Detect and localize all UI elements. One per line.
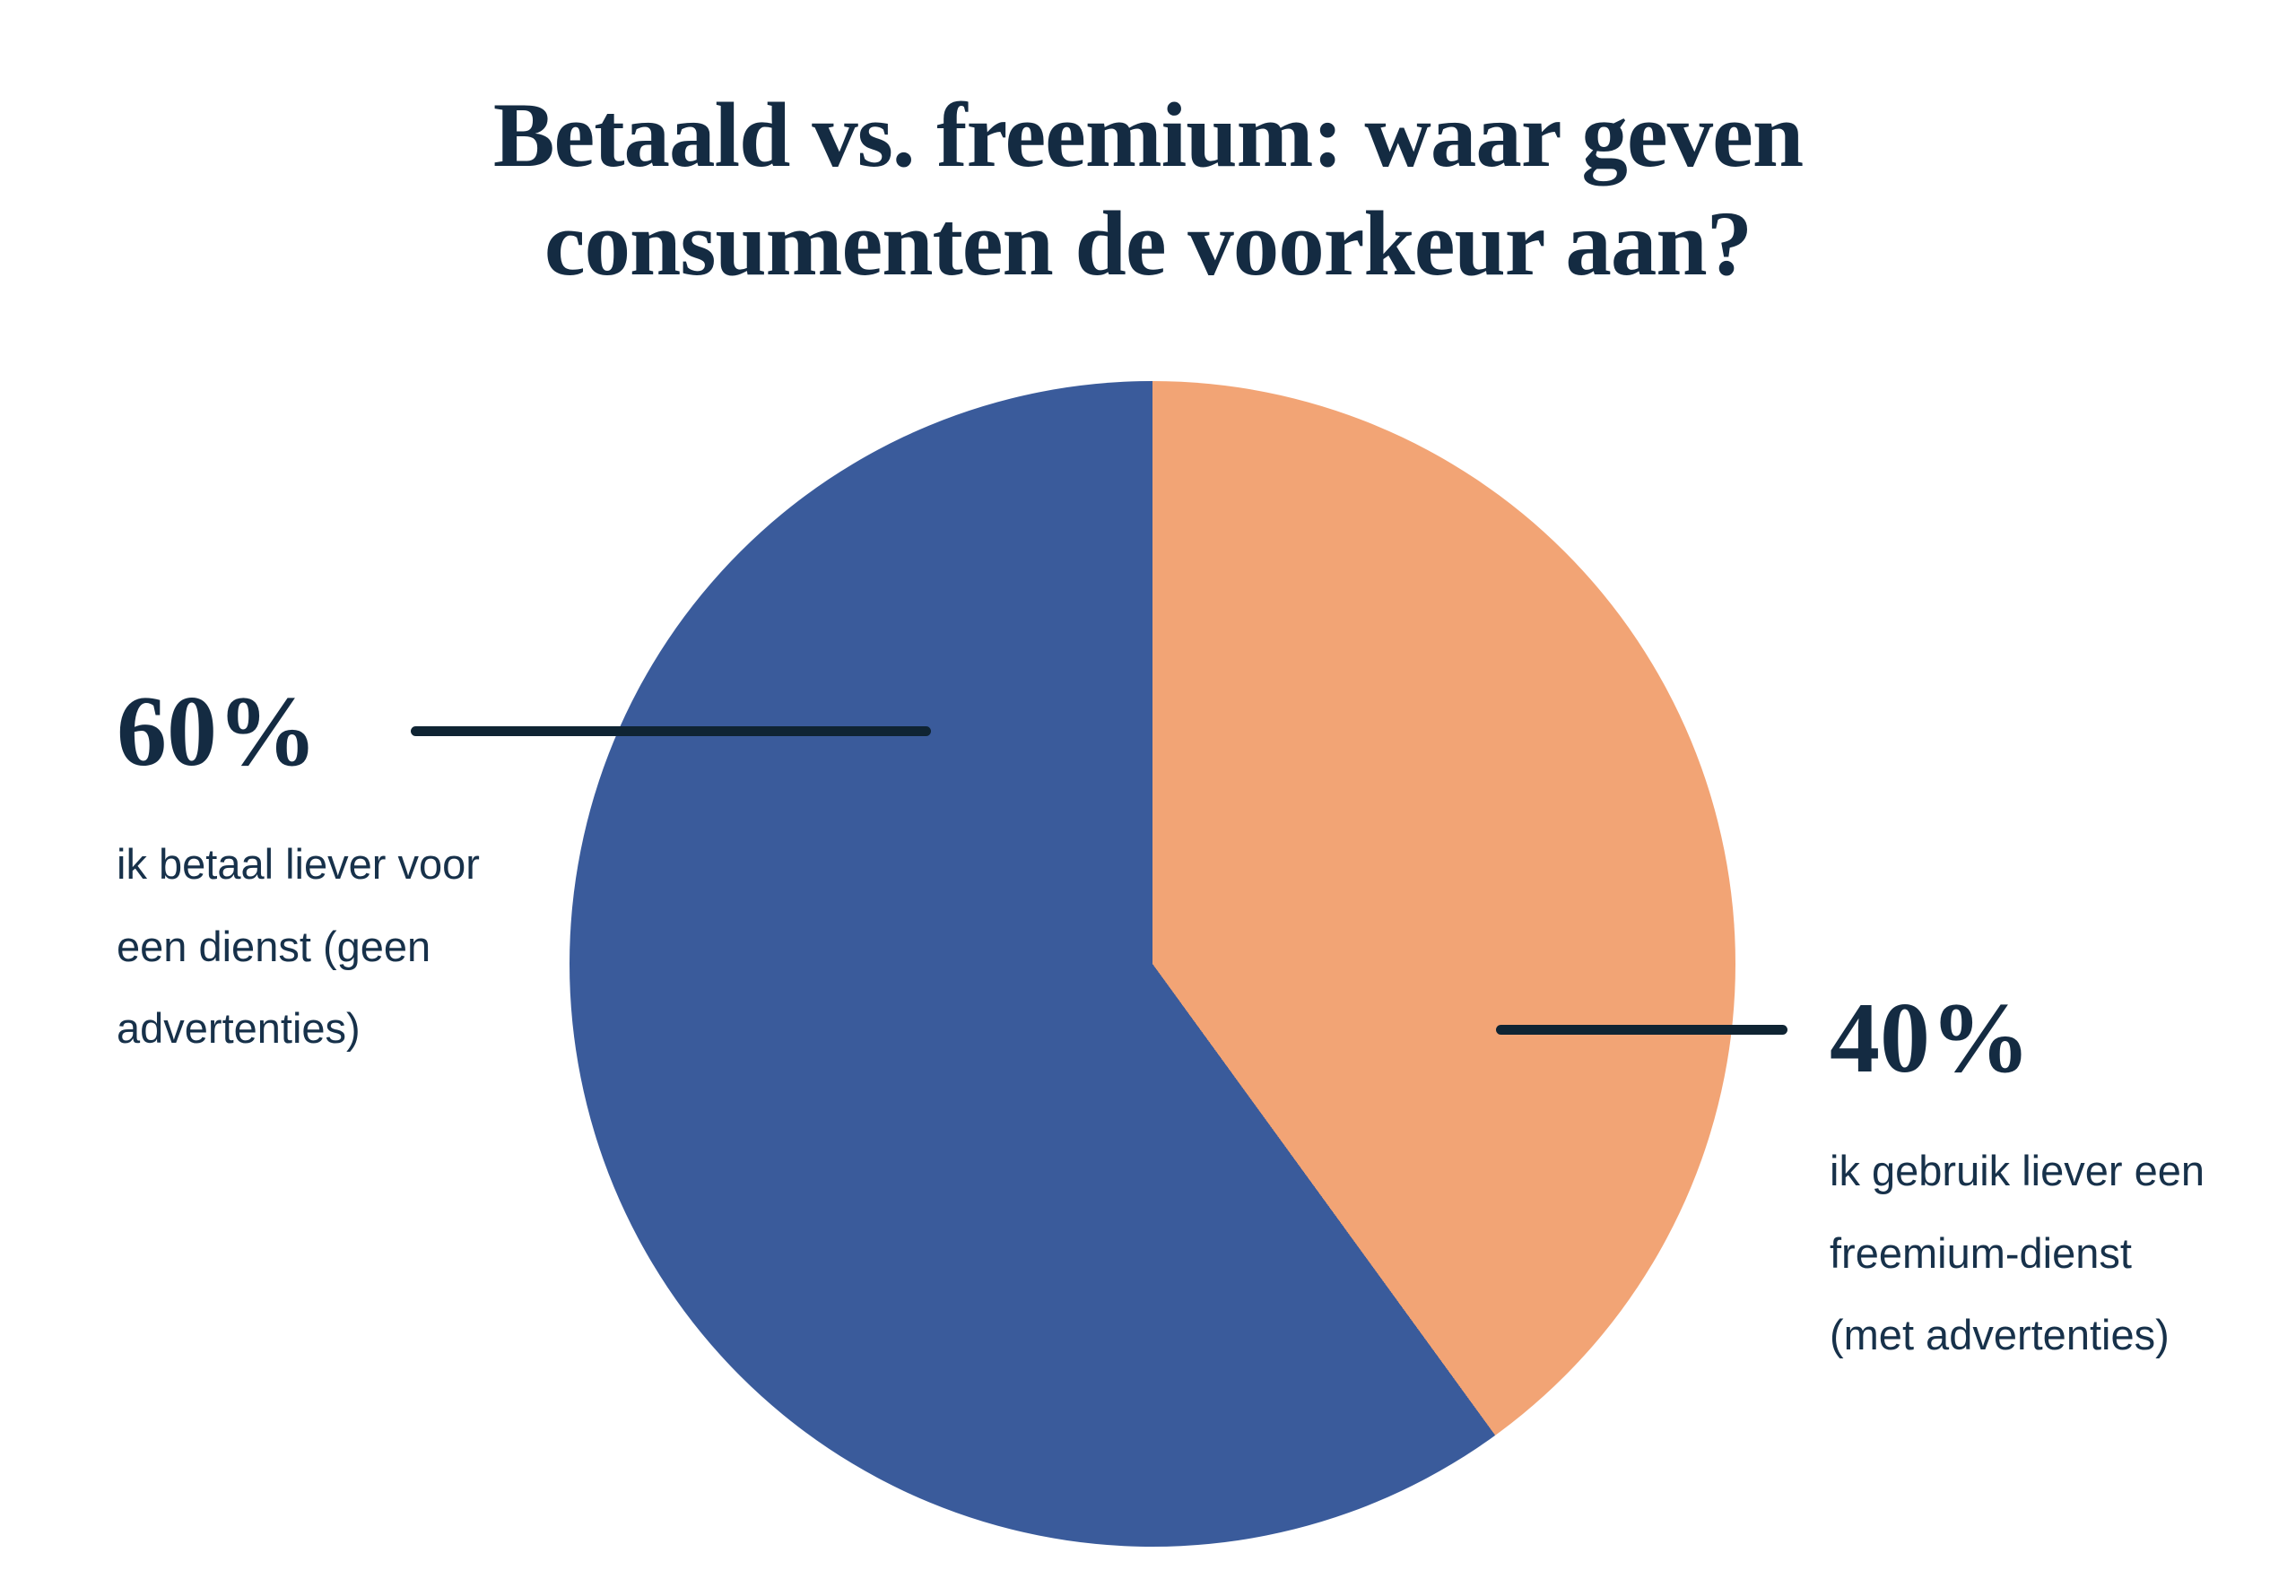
chart-title-line2: consumenten de voorkeur aan?	[544, 192, 1752, 295]
percent-label-60: 60%	[117, 676, 317, 787]
slice-description-paid: ik betaal liever voor een dienst (geen a…	[117, 823, 619, 1070]
slice-description-paid-line3: advertenties)	[117, 1004, 361, 1053]
pie-chart	[570, 381, 1735, 1547]
callout-freemium: 40% ik gebruik liever een freemium-diens…	[1830, 988, 2296, 1376]
slice-description-freemium-line3: (met advertenties)	[1830, 1311, 2170, 1359]
percent-label-40: 40%	[1830, 983, 2031, 1094]
chart-title: Betaald vs. freemium: waar geven consume…	[0, 82, 2296, 298]
leader-line-40	[1496, 1025, 1787, 1035]
chart-title-line1: Betaald vs. freemium: waar geven	[492, 84, 1804, 186]
slice-description-freemium-line1: ik gebruik liever een	[1830, 1147, 2205, 1194]
slice-description-paid-line2: een dienst (geen	[117, 922, 431, 970]
slice-description-paid-line1: ik betaal liever voor	[117, 840, 480, 888]
leader-line-60	[411, 726, 931, 736]
slice-description-freemium: ik gebruik liever een freemium-dienst (m…	[1830, 1130, 2296, 1376]
callout-paid: 60% ik betaal liever voor een dienst (ge…	[117, 681, 619, 1070]
slice-description-freemium-line2: freemium-dienst	[1830, 1228, 2132, 1277]
